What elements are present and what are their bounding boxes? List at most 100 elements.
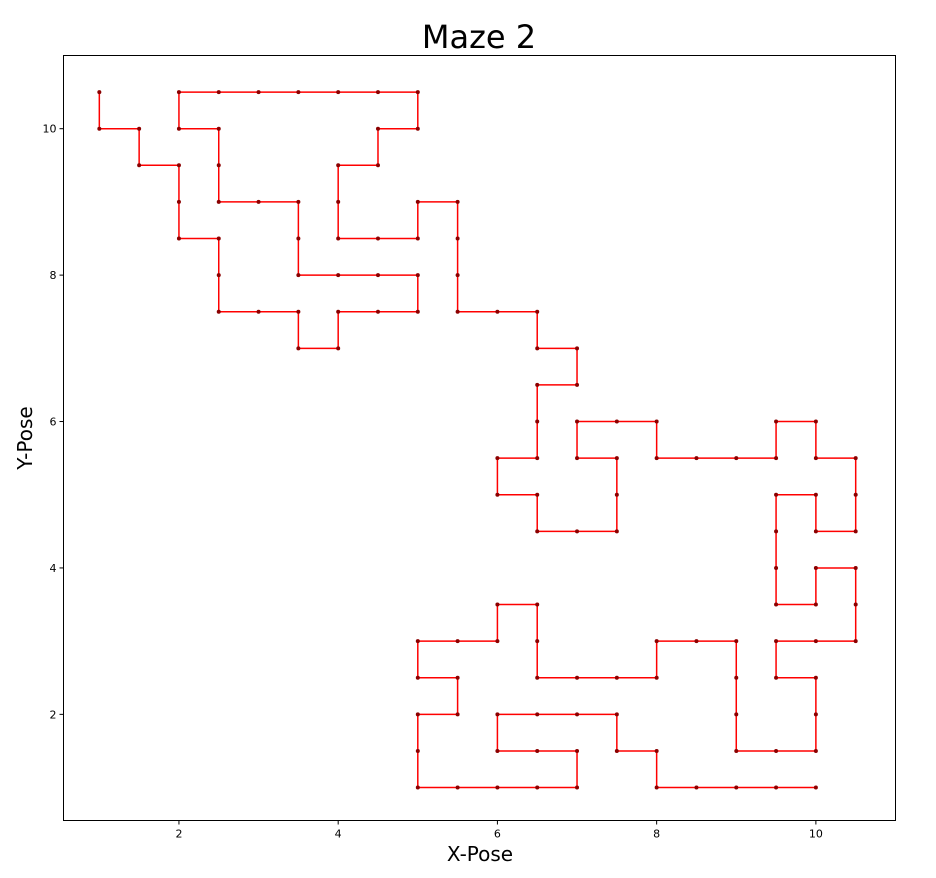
maze-path-point (216, 90, 221, 95)
maze-path-point (813, 419, 818, 424)
maze-path-point (535, 785, 540, 790)
maze-path-point (535, 492, 540, 497)
x-tick-label: 10 (809, 828, 823, 841)
maze-path-point (535, 675, 540, 680)
maze-path-point (296, 90, 301, 95)
maze-path-point (813, 492, 818, 497)
maze-path-point (455, 309, 460, 314)
maze-path-point (614, 456, 619, 461)
maze-path-point (535, 346, 540, 351)
maze-path-point (375, 273, 380, 278)
maze-path-point (575, 456, 580, 461)
x-tick-label: 2 (175, 828, 182, 841)
x-tick-label: 6 (494, 828, 501, 841)
maze-path-point (575, 675, 580, 680)
maze-path-point (415, 273, 420, 278)
maze-path-point (495, 748, 500, 753)
maze-path-point (216, 236, 221, 241)
maze-path-point (176, 199, 181, 204)
maze-path-point (415, 199, 420, 204)
maze-path-point (415, 785, 420, 790)
maze-path-point (336, 236, 341, 241)
maze-path-point (495, 602, 500, 607)
maze-path-point (575, 748, 580, 753)
maze-path-point (575, 529, 580, 534)
maze-path-point (654, 639, 659, 644)
maze-path-point (415, 90, 420, 95)
chart-title: Maze 2 (422, 18, 536, 56)
maze-path-point (455, 273, 460, 278)
maze-path-point (216, 126, 221, 131)
maze-path-point (734, 748, 739, 753)
maze-path-point (535, 382, 540, 387)
maze-path-point (336, 90, 341, 95)
maze-path-point (654, 456, 659, 461)
maze-path-point (575, 419, 580, 424)
maze-path-point (774, 419, 779, 424)
maze-path-point (813, 785, 818, 790)
maze-path-point (296, 236, 301, 241)
maze-path-point (654, 748, 659, 753)
maze-path-point (455, 639, 460, 644)
maze-path-point (336, 346, 341, 351)
plot-area (63, 55, 896, 821)
maze-path-point (575, 785, 580, 790)
maze-path-point (216, 273, 221, 278)
maze-path-point (535, 639, 540, 644)
maze-path-point (614, 712, 619, 717)
x-tick-label: 8 (653, 828, 660, 841)
maze-path-point (176, 236, 181, 241)
maze-path-point (813, 565, 818, 570)
maze-path-point (774, 748, 779, 753)
maze-path-point (336, 199, 341, 204)
y-tick-label: 2 (50, 708, 57, 721)
maze-path-point (813, 456, 818, 461)
maze-path-point (535, 602, 540, 607)
maze-path-point (734, 712, 739, 717)
maze-path-point (256, 90, 261, 95)
y-tick-label: 10 (43, 123, 57, 136)
maze-path-point (575, 712, 580, 717)
maze-path-point (176, 163, 181, 168)
maze-path-point (455, 675, 460, 680)
maze-path-point (415, 675, 420, 680)
maze-path-point (813, 602, 818, 607)
maze-path-point (694, 639, 699, 644)
maze-path-point (97, 90, 102, 95)
maze-path-point (415, 712, 420, 717)
maze-path-point (415, 639, 420, 644)
maze-path-point (575, 382, 580, 387)
maze-path-point (614, 748, 619, 753)
maze-path-point (614, 529, 619, 534)
maze-path-point (336, 163, 341, 168)
maze-path-point (455, 785, 460, 790)
maze-path-point (336, 309, 341, 314)
maze-path-point (455, 199, 460, 204)
maze-path-point (495, 492, 500, 497)
maze-path-point (654, 419, 659, 424)
maze-path-point (813, 712, 818, 717)
maze-path-point (296, 346, 301, 351)
x-axis-label: X-Pose (447, 842, 513, 866)
maze-path-point (256, 199, 261, 204)
maze-path-point (774, 602, 779, 607)
maze-path-point (813, 675, 818, 680)
maze-path-point (654, 675, 659, 680)
maze-path-point (535, 456, 540, 461)
axis-ticks: 2 4 6 8 10 2 4 6 8 10 (43, 123, 823, 841)
maze-path-point (853, 639, 858, 644)
maze-path-point (853, 602, 858, 607)
maze-path-point (495, 309, 500, 314)
maze-path-point (375, 309, 380, 314)
maze-path-point (813, 639, 818, 644)
maze-path-point (495, 639, 500, 644)
maze-path-point (176, 126, 181, 131)
maze-path-point (734, 675, 739, 680)
maze-path-point (296, 273, 301, 278)
maze-path-point (415, 236, 420, 241)
maze-path-point (176, 90, 181, 95)
maze-path-point (734, 639, 739, 644)
maze-path-point (495, 785, 500, 790)
maze-path-point (774, 639, 779, 644)
